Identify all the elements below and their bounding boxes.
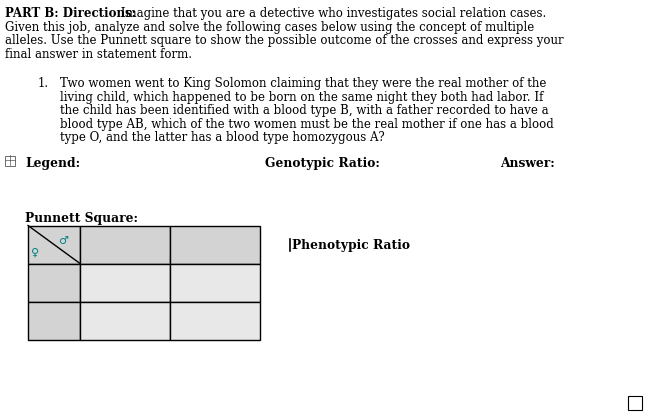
Bar: [80, 264, 170, 302]
Bar: [80, 302, 170, 339]
Text: Phenotypic Ratio: Phenotypic Ratio: [292, 239, 410, 252]
Text: Imagine that you are a detective who investigates social relation cases.: Imagine that you are a detective who inv…: [117, 7, 546, 20]
Bar: [170, 302, 260, 339]
Bar: [28, 264, 80, 302]
Text: PART B: Directions:: PART B: Directions:: [5, 7, 136, 20]
Text: 1.: 1.: [38, 77, 49, 90]
Text: Genotypic Ratio:: Genotypic Ratio:: [265, 156, 380, 169]
Bar: [170, 264, 260, 302]
Text: final answer in statement form.: final answer in statement form.: [5, 47, 192, 61]
Text: living child, which happened to be born on the same night they both had labor. I: living child, which happened to be born …: [60, 91, 543, 104]
Text: ♀: ♀: [30, 247, 39, 258]
Text: the child has been identified with a blood type B, with a father recorded to hav: the child has been identified with a blo…: [60, 104, 549, 117]
Bar: [80, 225, 170, 264]
Text: Two women went to King Solomon claiming that they were the real mother of the: Two women went to King Solomon claiming …: [60, 77, 546, 90]
Text: Legend:: Legend:: [25, 156, 80, 169]
Text: Punnett Square:: Punnett Square:: [25, 212, 138, 225]
Text: type O, and the latter has a blood type homozygous A?: type O, and the latter has a blood type …: [60, 131, 385, 144]
Bar: [628, 396, 642, 410]
Text: ♂: ♂: [58, 236, 68, 246]
Bar: [170, 225, 260, 264]
Bar: [28, 225, 80, 264]
Text: blood type AB, which of the two women must be the real mother if one has a blood: blood type AB, which of the two women mu…: [60, 118, 554, 131]
Text: alleles. Use the Punnett square to show the possible outcome of the crosses and : alleles. Use the Punnett square to show …: [5, 34, 564, 47]
Bar: [5, 156, 15, 166]
Text: Given this job, analyze and solve the following cases below using the concept of: Given this job, analyze and solve the fo…: [5, 20, 534, 34]
Bar: [28, 302, 80, 339]
Text: Answer:: Answer:: [500, 156, 554, 169]
